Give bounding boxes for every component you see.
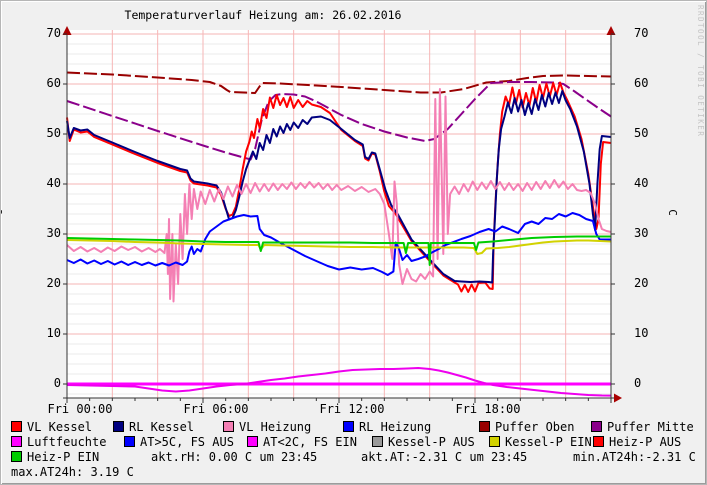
legend-item: AT<2C, FS EIN [247, 436, 357, 449]
y-tick-label-left: 10 [46, 326, 61, 340]
x-tick-label: Fri 06:00 [183, 402, 249, 416]
x-tick-label: Fri 12:00 [319, 402, 385, 416]
legend-label: Kessel-P EIN [505, 435, 592, 449]
legend-info-text: akt.AT:-2.31 C um 23:45 [361, 451, 527, 464]
y-tick-label-left: 30 [46, 226, 61, 240]
axis-arrow-x [614, 393, 622, 403]
series-heiz-p-ein [66, 235, 611, 266]
legend-label: AT<2C, FS EIN [263, 435, 357, 449]
legend-swatch [343, 421, 354, 432]
legend-swatch [223, 421, 234, 432]
y-tick-label-right: 10 [634, 326, 649, 340]
legend-swatch [124, 436, 135, 447]
y-tick-label-right: 20 [634, 276, 649, 290]
legend-label: akt.AT:-2.31 C um 23:45 [361, 450, 528, 464]
legend-info-text: akt.rH: 0.00 C um 23:45 [151, 451, 317, 464]
y-tick-label-left: 60 [46, 76, 61, 90]
x-tick-label: Fri 18:00 [455, 402, 521, 416]
legend-label: max.AT24h: 3.19 C [11, 465, 134, 479]
legend-item: VL Heizung [223, 421, 311, 434]
legend-item: RL Kessel [113, 421, 194, 434]
y-tick-label-right: 40 [634, 176, 649, 190]
legend-item: Heiz-P AUS [593, 436, 681, 449]
legend-item: Kessel-P AUS [372, 436, 475, 449]
legend-swatch [113, 421, 124, 432]
legend-label: Heiz-P EIN [27, 450, 100, 464]
legend-label: RL Heizung [359, 420, 432, 434]
legend-label: VL Kessel [27, 420, 93, 434]
legend-label: Puffer Mitte [607, 420, 694, 434]
y-tick-label-right: 60 [634, 76, 649, 90]
legend-swatch [11, 451, 22, 462]
legend-label: RL Kessel [129, 420, 195, 434]
legend-swatch [372, 436, 383, 447]
legend-label: Kessel-P AUS [388, 435, 475, 449]
legend-label: Heiz-P AUS [609, 435, 682, 449]
axis-arrow-right [606, 26, 616, 35]
series-rl-kessel [66, 90, 612, 284]
legend-item: Heiz-P EIN [11, 451, 99, 464]
rrdtool-watermark: RRDTOOL / TOBI OETIKER [696, 5, 705, 138]
y-tick-label-left: 0 [53, 376, 61, 390]
legend-swatch [247, 436, 258, 447]
axis-arrow-left [62, 26, 72, 35]
legend-item: Kessel-P EIN [489, 436, 592, 449]
y-tick-label-right: 0 [634, 376, 642, 390]
legend-info-text: min.AT24h:-2.31 C [573, 451, 696, 464]
legend-item: Luftfeuchte [11, 436, 106, 449]
y-tick-label-right: 50 [634, 126, 649, 140]
legend-item: RL Heizung [343, 421, 431, 434]
y-tick-label-left: 70 [46, 26, 61, 40]
legend-item: VL Kessel [11, 421, 92, 434]
legend-swatch [479, 421, 490, 432]
legend-label: Luftfeuchte [27, 435, 107, 449]
legend-item: Puffer Mitte [591, 421, 694, 434]
x-tick-label: Fri 00:00 [47, 402, 113, 416]
y-tick-label-right: 30 [634, 226, 649, 240]
y-tick-label-left: 40 [46, 176, 61, 190]
legend-swatch [591, 421, 602, 432]
legend-swatch [593, 436, 604, 447]
chart-title: Temperaturverlauf Heizung am: 26.02.2016 [124, 8, 402, 22]
legend-label: VL Heizung [239, 420, 312, 434]
legend-label: AT>5C, FS AUS [140, 435, 234, 449]
series-vl-heizung [66, 88, 612, 303]
y-tick-label-left: 50 [46, 126, 61, 140]
legend-info-text: max.AT24h: 3.19 C [11, 466, 134, 479]
legend-item: AT>5C, FS AUS [124, 436, 234, 449]
legend-swatch [11, 436, 22, 447]
series-rl-heizung [66, 212, 611, 276]
legend-item: Puffer Oben [479, 421, 574, 434]
legend-swatch [489, 436, 500, 447]
legend-label: akt.rH: 0.00 C um 23:45 [151, 450, 318, 464]
y-tick-label-left: 20 [46, 276, 61, 290]
legend-label: min.AT24h:-2.31 C [573, 450, 696, 464]
legend-swatch [11, 421, 22, 432]
series-puffer-oben [66, 71, 612, 94]
legend-label: Puffer Oben [495, 420, 575, 434]
y-tick-label-right: 70 [634, 26, 649, 40]
series-at-2c-fs-ein [66, 367, 612, 397]
